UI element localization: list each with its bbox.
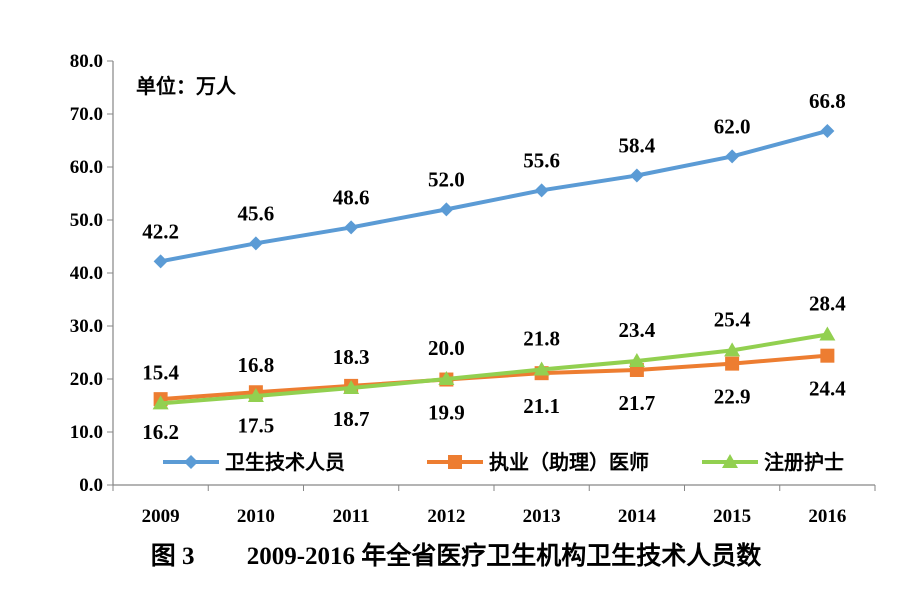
data-point-marker [153,254,168,269]
data-point-marker [534,183,549,198]
series-line [158,332,830,406]
data-point-marker [152,395,169,410]
data-point-marker [725,356,740,371]
legend-swatch-marker [448,455,462,469]
data-point-marker [438,371,455,385]
data-point-marker [248,236,263,251]
y-tick-label: 70.0 [70,104,103,125]
x-tick-label: 2015 [713,506,751,527]
y-tick-label: 80.0 [70,51,103,72]
data-point-marker [533,361,550,376]
data-labels-layer: 42.2 45.6 48.6 52.0 55.6 58.4 62.0 66.8 16.2 17.5… [142,89,846,444]
data-point-marker [343,380,360,395]
line-chart: 0.0 10.0 20.0 30.0 40.0 50.0 60.0 70.0 80.0 2009 2… [70,51,876,527]
unit-note: 单位：万人 [136,74,237,98]
data-label: 22.9 [714,385,751,409]
x-tick-label: 2011 [333,506,370,527]
legend-item-3: 注册护士 [702,450,844,474]
series-line [158,353,830,402]
legend-label: 卫生技术人员 [225,450,345,474]
x-tick-label: 2013 [523,506,561,527]
chart-axes: 0.0 10.0 20.0 30.0 40.0 50.0 60.0 70.0 80.0 2009 2… [70,51,876,527]
data-label: 18.3 [333,345,370,369]
data-label: 24.4 [809,377,846,401]
data-label: 20.0 [428,336,465,360]
data-label: 48.6 [333,185,370,209]
data-point-marker [820,123,835,138]
x-tick-label: 2014 [618,506,657,527]
data-label: 58.4 [619,133,656,157]
data-label: 66.8 [809,89,846,113]
x-tick-label: 2009 [142,506,180,527]
legend: 卫生技术人员 执业（助理）医师 注册护士 [163,450,844,474]
data-label: 15.4 [142,360,179,384]
data-label: 16.8 [238,353,275,377]
legend-label: 执业（助理）医师 [489,450,649,474]
y-tick-label: 60.0 [70,157,103,178]
legend-swatch-marker [722,454,738,468]
data-point-marker [725,149,740,164]
y-tick-label: 40.0 [70,263,103,284]
data-label: 23.4 [619,318,656,342]
data-label: 52.0 [428,167,465,191]
series-layer [152,123,836,410]
data-point-marker [247,387,264,402]
data-point-marker [724,342,741,357]
figure-number: 图 3 [150,543,195,570]
legend-swatch-marker [184,455,198,469]
y-tick-label: 20.0 [70,369,103,390]
series-1 [153,123,835,269]
legend-item-1: 卫生技术人员 [163,450,345,474]
data-label: 25.4 [714,307,751,331]
data-label: 55.6 [523,148,560,172]
data-point-marker [819,326,836,341]
data-point-marker [439,202,454,217]
legend-item-2: 执业（助理）医师 [427,450,649,474]
data-label: 28.4 [809,291,846,315]
legend-label: 注册护士 [764,450,844,474]
series-3 [152,326,836,410]
data-point-marker [820,348,835,363]
data-label: 62.0 [714,114,751,138]
data-label: 16.2 [142,420,179,444]
figure-caption: 图 3 2009-2016 年全省医疗卫生机构卫生技术人员数 [0,536,912,572]
x-tick-label: 2016 [808,506,846,527]
x-tick-label: 2012 [427,506,465,527]
data-point-marker [628,352,645,367]
data-label: 17.5 [238,413,275,437]
data-label: 42.2 [142,219,179,243]
y-tick-label: 10.0 [70,422,103,443]
series-line [158,128,830,264]
figure-title: 2009-2016 年全省医疗卫生机构卫生技术人员数 [246,543,762,570]
data-label: 21.8 [523,326,560,350]
y-tick-label: 30.0 [70,316,103,337]
data-point-marker [344,220,359,235]
data-label: 21.7 [619,391,656,415]
data-label: 45.6 [238,201,275,225]
data-label: 18.7 [333,407,370,431]
x-tick-label: 2010 [237,506,275,527]
y-tick-label: 50.0 [70,210,103,231]
data-label: 19.9 [428,401,465,425]
y-tick-label: 0.0 [79,475,103,496]
data-point-marker [629,168,644,183]
data-label: 21.1 [523,394,560,418]
